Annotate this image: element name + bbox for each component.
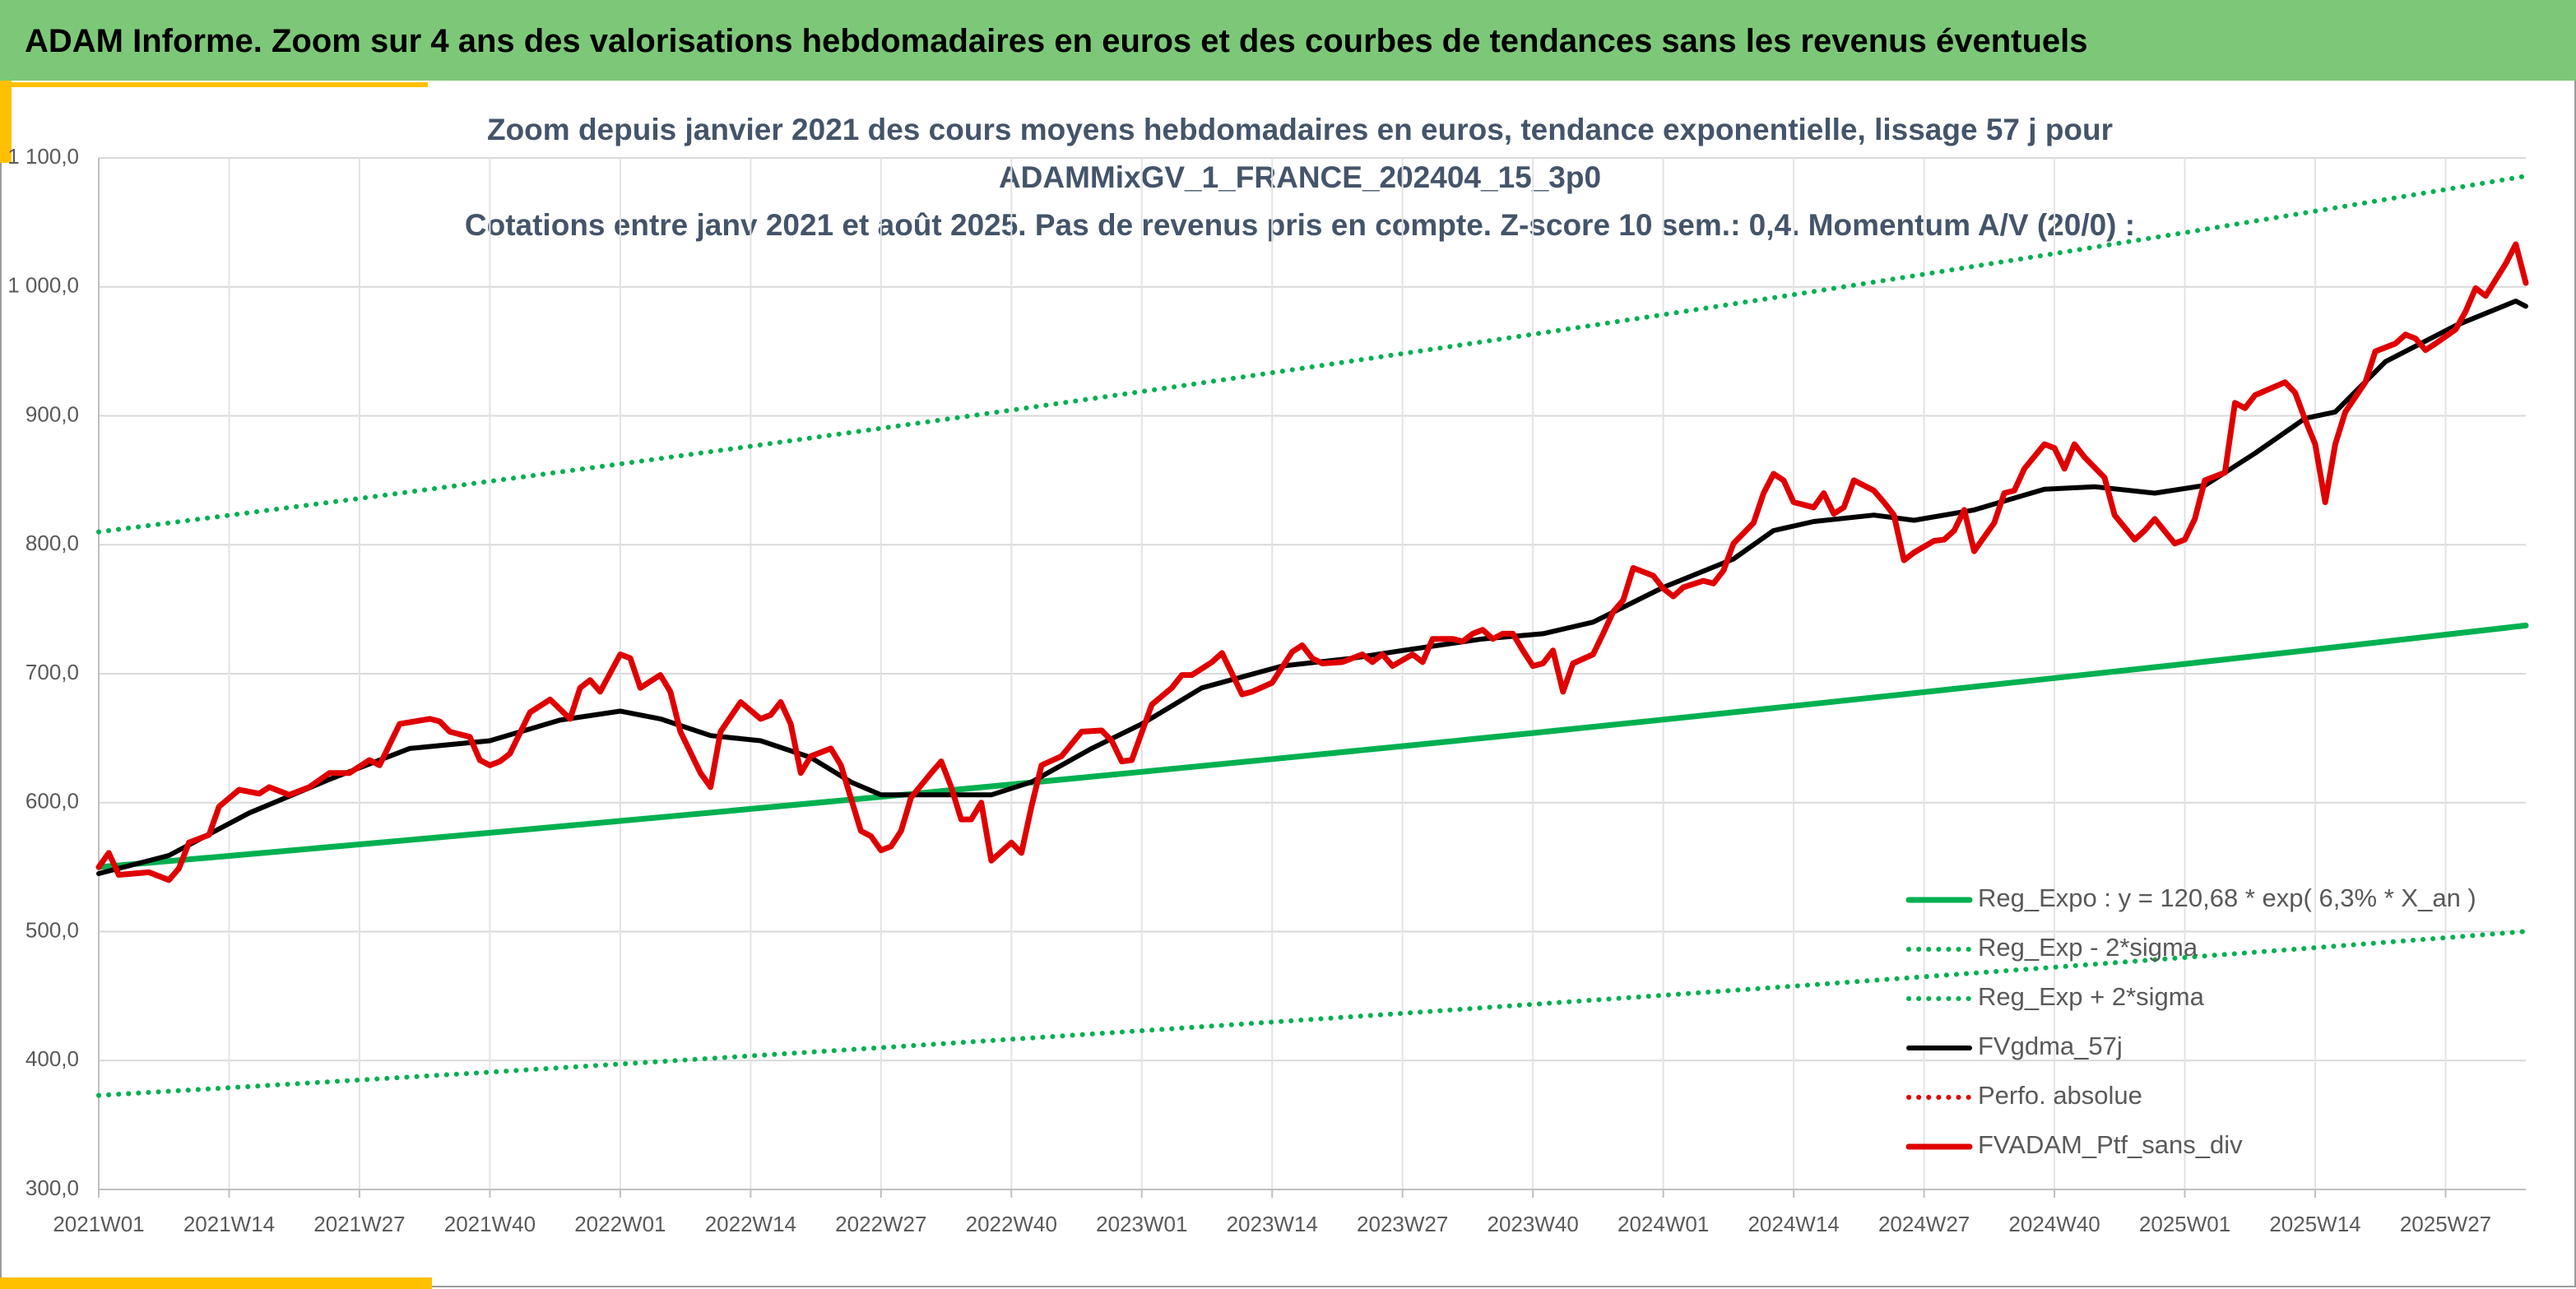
series-line: [96, 929, 2528, 1098]
y-tick-label: 1 000,0: [7, 273, 79, 298]
chart-title: Cotations entre janv 2021 et août 2025. …: [465, 208, 2135, 242]
header-bar: ADAM Informe. Zoom sur 4 ans des valoris…: [0, 0, 2576, 81]
legend-label: Reg_Exp + 2*sigma: [1978, 982, 2205, 1011]
y-tick-label: 300,0: [26, 1175, 79, 1200]
y-tick-label: 1 100,0: [7, 144, 79, 169]
x-tick-label: 2022W01: [574, 1212, 666, 1236]
y-tick-label: 900,0: [26, 401, 79, 426]
x-tick-label: 2021W01: [53, 1212, 144, 1236]
y-tick-label: 500,0: [26, 917, 79, 942]
legend-label: FVgdma_57j: [1978, 1032, 2123, 1060]
series-line: [96, 174, 2528, 535]
series-line: [96, 299, 2528, 876]
chart-title: Zoom depuis janvier 2021 des cours moyen…: [487, 113, 2113, 146]
x-tick-label: 2022W40: [966, 1212, 1057, 1236]
legend-label: Perfo. absolue: [1978, 1081, 2142, 1110]
chart-frame: [0, 81, 2576, 1287]
y-tick-label: 800,0: [26, 531, 79, 555]
x-tick-label: 2023W14: [1227, 1212, 1318, 1236]
x-tick-label: 2024W27: [1878, 1212, 1970, 1236]
series-line: [95, 622, 2529, 870]
legend-label: FVADAM_Ptf_sans_div: [1978, 1130, 2243, 1159]
x-tick-label: 2021W14: [183, 1212, 275, 1236]
decor-yellow: [0, 81, 12, 163]
x-tick-label: 2021W27: [313, 1212, 405, 1236]
x-tick-label: 2025W01: [2139, 1212, 2230, 1236]
y-tick-label: 700,0: [26, 660, 79, 684]
x-tick-label: 2022W14: [705, 1212, 796, 1236]
series-line: [95, 241, 2529, 883]
x-tick-label: 2023W01: [1096, 1212, 1187, 1236]
header-title: ADAM Informe. Zoom sur 4 ans des valoris…: [25, 23, 2088, 59]
x-tick-label: 2024W14: [1748, 1212, 1839, 1236]
y-tick-label: 600,0: [26, 789, 79, 814]
decor-yellow: [0, 82, 428, 87]
legend-label: Reg_Exp - 2*sigma: [1978, 933, 2198, 962]
x-tick-label: 2025W14: [2269, 1212, 2360, 1236]
chart-title: ADAMMixGV_1_FRANCE_202404_15_3p0: [999, 160, 1601, 194]
x-tick-label: 2021W40: [444, 1212, 536, 1236]
x-tick-label: 2025W27: [2400, 1212, 2491, 1236]
x-tick-label: 2023W27: [1357, 1212, 1448, 1236]
x-tick-label: 2022W27: [835, 1212, 926, 1236]
x-tick-label: 2024W01: [1618, 1212, 1709, 1236]
legend-label: Reg_Expo : y = 120,68 * exp( 6,3% * X_an…: [1978, 883, 2476, 912]
y-tick-label: 400,0: [26, 1046, 79, 1071]
decor-yellow: [0, 1277, 432, 1289]
x-tick-label: 2023W40: [1488, 1212, 1579, 1236]
x-tick-label: 2024W40: [2008, 1212, 2100, 1236]
